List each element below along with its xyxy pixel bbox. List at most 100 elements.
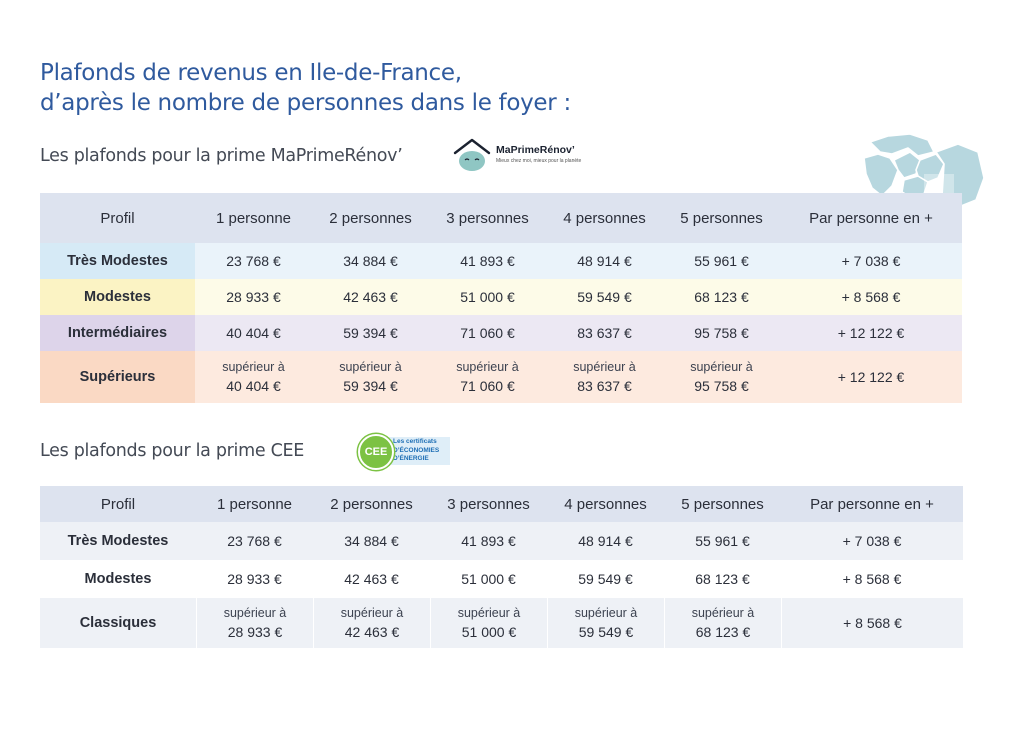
table-cell: supérieur à 42 463 € — [313, 598, 430, 648]
table-cell: supérieur à 51 000 € — [430, 598, 547, 648]
cell-prefix: supérieur à — [457, 606, 521, 620]
maprimerenov-logo: MaPrimeRénov’ Mieux chez moi, mieux pour… — [452, 136, 612, 174]
table-row: Très Modestes 23 768 € 34 884 € 41 893 €… — [40, 243, 962, 279]
row-label: Modestes — [40, 560, 196, 598]
column-header: 5 personnes — [680, 209, 763, 227]
table-cell: 59 549 € — [547, 560, 664, 598]
table-cell: 48 914 € — [546, 243, 663, 279]
table-row: Modestes 28 933 € 42 463 € 51 000 € 59 5… — [40, 279, 962, 315]
table-cell: 23 768 € — [195, 243, 312, 279]
cell-amount: 51 000 € — [461, 624, 517, 640]
table-cell: 55 961 € — [664, 522, 781, 560]
table-cell: + 8 568 € — [781, 598, 963, 648]
table-cell: supérieur à 40 404 € — [195, 351, 312, 403]
table-row: Supérieurs supérieur à 40 404 € supérieur… — [40, 351, 962, 403]
cell-amount: 68 123 € — [695, 624, 751, 640]
row-label: Classiques — [40, 598, 196, 648]
section-heading-maprimerenov: Les plafonds pour la prime MaPrimeRénov’ — [40, 146, 403, 166]
cell-amount: 83 637 € — [577, 378, 632, 394]
title-line-2: d’après le nombre de personnes dans le f… — [40, 90, 571, 116]
cell-amount: 40 404 € — [226, 378, 281, 394]
table-cell: 68 123 € — [664, 560, 781, 598]
table-cell: 71 060 € — [429, 315, 546, 351]
column-header: Profil — [100, 495, 136, 513]
column-header: 3 personnes — [446, 209, 529, 227]
table-header-row: Profil 1 personne 2 personnes 3 personne… — [40, 193, 962, 243]
table-cell: + 12 122 € — [780, 351, 962, 403]
section-heading-cee: Les plafonds pour la prime CEE — [40, 441, 305, 461]
table-cell: 48 914 € — [547, 522, 664, 560]
cell-amount: 42 463 € — [344, 624, 400, 640]
cee-badge-icon: CEE — [358, 434, 394, 470]
cell-prefix: supérieur à — [340, 606, 404, 620]
table-cell: 55 961 € — [663, 243, 780, 279]
column-header: 2 personnes — [329, 209, 412, 227]
column-header: Par personne en + — [810, 495, 934, 513]
maprimerenov-brand: MaPrimeRénov’ — [496, 144, 575, 156]
table-cell: supérieur à 83 637 € — [546, 351, 663, 403]
table-cell: supérieur à 59 549 € — [547, 598, 664, 648]
table-cell: 68 123 € — [663, 279, 780, 315]
column-header: Par personne en + — [809, 209, 933, 227]
table-cell: supérieur à 68 123 € — [664, 598, 781, 648]
cee-logo-text: Les certificats D’ÉCONOMIES D’ÉNERGIE — [388, 437, 450, 465]
table-row: Intermédiaires 40 404 € 59 394 € 71 060 … — [40, 315, 962, 351]
cee-logo-line: Les certificats — [393, 438, 437, 445]
table-cell: 95 758 € — [663, 315, 780, 351]
table-row: Très Modestes 23 768 € 34 884 € 41 893 €… — [40, 522, 963, 560]
table-cell: supérieur à 59 394 € — [312, 351, 429, 403]
ile-de-france-map-icon — [863, 133, 985, 235]
cell-prefix: supérieur à — [690, 360, 753, 374]
table-cell: 59 549 € — [546, 279, 663, 315]
table-cell: 41 893 € — [429, 243, 546, 279]
table-cell: 34 884 € — [312, 243, 429, 279]
cell-amount: 71 060 € — [460, 378, 515, 394]
column-header: 3 personnes — [447, 495, 530, 513]
table-cell: 42 463 € — [313, 560, 430, 598]
cell-prefix: supérieur à — [223, 606, 287, 620]
house-face-icon — [453, 138, 491, 171]
table-cell: 83 637 € — [546, 315, 663, 351]
table-cell: 40 404 € — [195, 315, 312, 351]
table-cell: 59 394 € — [312, 315, 429, 351]
column-header: Profil — [100, 209, 135, 227]
table-cell: 42 463 € — [312, 279, 429, 315]
cell-prefix: supérieur à — [691, 606, 755, 620]
cell-prefix: supérieur à — [339, 360, 402, 374]
cell-prefix: supérieur à — [573, 360, 636, 374]
page-title: Plafonds de revenus en Ile-de-France, d’… — [40, 58, 571, 118]
cell-amount: 59 549 € — [578, 624, 634, 640]
row-label: Modestes — [40, 279, 195, 315]
table-cell: 28 933 € — [196, 560, 313, 598]
row-label: Très Modestes — [40, 522, 196, 560]
title-line-1: Plafonds de revenus en Ile-de-France, — [40, 60, 462, 86]
cell-prefix: supérieur à — [222, 360, 285, 374]
cell-amount: 59 394 € — [343, 378, 398, 394]
row-label: Supérieurs — [40, 351, 195, 403]
maprimerenov-table: Profil 1 personne 2 personnes 3 personne… — [40, 193, 962, 403]
table-cell: + 12 122 € — [780, 315, 962, 351]
row-label: Intermédiaires — [40, 315, 195, 351]
table-cell: supérieur à 28 933 € — [196, 598, 313, 648]
table-cell: 51 000 € — [430, 560, 547, 598]
table-cell: + 8 568 € — [781, 560, 963, 598]
column-header: 1 personne — [215, 209, 292, 227]
column-header: 4 personnes — [564, 495, 647, 513]
table-cell: 51 000 € — [429, 279, 546, 315]
maprimerenov-tagline: Mieux chez moi, mieux pour la planète — [496, 158, 582, 164]
cell-prefix: supérieur à — [456, 360, 519, 374]
column-header: 5 personnes — [681, 495, 764, 513]
table-row: Classiques supérieur à 28 933 € supérieur… — [40, 598, 963, 648]
table-cell: 34 884 € — [313, 522, 430, 560]
column-header: 2 personnes — [330, 495, 413, 513]
column-header: 1 personne — [216, 495, 293, 513]
table-cell: + 8 568 € — [780, 279, 962, 315]
column-header: 4 personnes — [563, 209, 646, 227]
cee-table: Profil 1 personne 2 personnes 3 personne… — [40, 486, 963, 648]
table-header-row: Profil 1 personne 2 personnes 3 personne… — [40, 486, 963, 522]
table-cell: supérieur à 71 060 € — [429, 351, 546, 403]
table-row: Modestes 28 933 € 42 463 € 51 000 € 59 5… — [40, 560, 963, 598]
table-cell: 23 768 € — [196, 522, 313, 560]
cell-amount: 95 758 € — [694, 378, 749, 394]
cell-amount: 28 933 € — [227, 624, 283, 640]
